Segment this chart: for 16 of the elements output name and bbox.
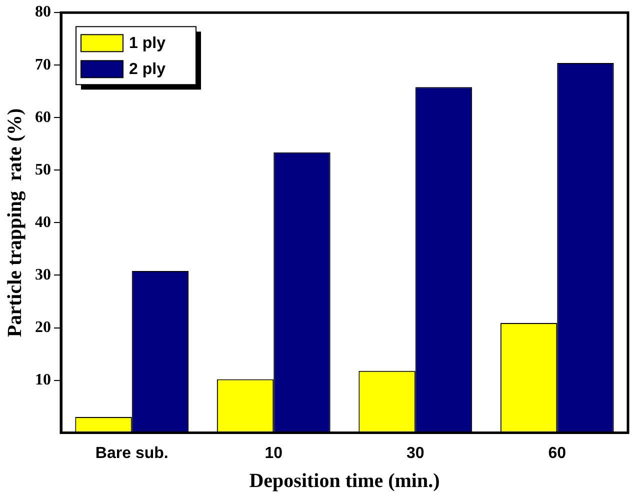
x-axis-title: Deposition time (min.)	[249, 470, 440, 492]
y-tick-label: 50	[35, 161, 51, 178]
x-tick-label: 10	[264, 444, 283, 462]
y-axis-title: Particle trapping rate (%)	[4, 108, 26, 338]
y-tick-label: 10	[35, 371, 51, 388]
y-tick-label: 80	[35, 4, 51, 21]
x-tick-label: 30	[406, 444, 424, 462]
y-tick-label: 20	[35, 318, 51, 336]
y-tick-label: 60	[35, 108, 51, 126]
legend-label: 2 ply	[129, 61, 166, 78]
y-tick-label: 40	[35, 214, 51, 231]
x-tick-label: 60	[548, 444, 566, 462]
x-tick-label: Bare sub.	[95, 444, 168, 462]
y-tick-label: 30	[35, 266, 51, 284]
y-tick-label: 70	[35, 56, 51, 74]
legend-label: 1 ply	[129, 35, 166, 52]
